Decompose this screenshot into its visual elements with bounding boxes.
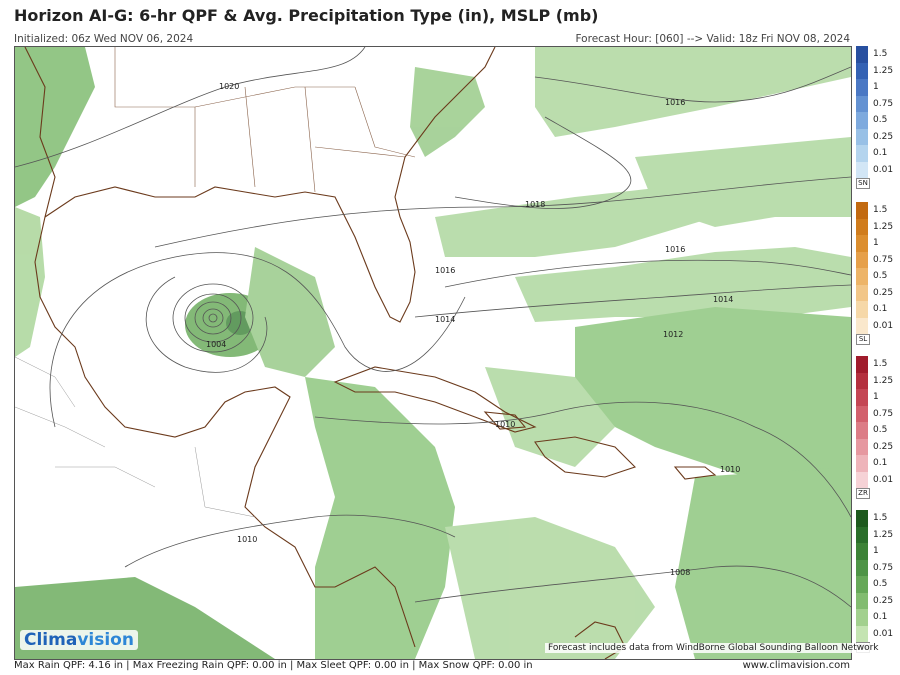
legend-swatch bbox=[856, 284, 868, 301]
borders bbox=[114, 47, 416, 193]
isobar-label: 1014 bbox=[713, 295, 733, 304]
legend-label: 0.75 bbox=[873, 408, 894, 419]
legend-label: 0.25 bbox=[873, 287, 894, 298]
legend-swatch bbox=[856, 526, 868, 543]
legend-label: 1.25 bbox=[873, 529, 894, 540]
legend-swatch bbox=[856, 471, 868, 488]
valid-time: Forecast Hour: [060] --> Valid: 18z Fri … bbox=[575, 33, 850, 45]
legend-swatch bbox=[856, 372, 868, 389]
legend-label: 0.25 bbox=[873, 595, 894, 606]
isobars bbox=[15, 47, 851, 608]
legend-swatch bbox=[856, 251, 868, 268]
legend-swatch bbox=[856, 389, 868, 406]
legend-label: 1.25 bbox=[873, 375, 894, 386]
legend-swatch bbox=[856, 145, 868, 162]
legend-label: 0.1 bbox=[873, 458, 888, 468]
legend-label: 1 bbox=[873, 82, 879, 92]
isobar-label: 1008 bbox=[670, 568, 690, 577]
legend-swatch bbox=[856, 202, 868, 219]
isobar-label: 1016 bbox=[435, 266, 455, 275]
legend-swatch bbox=[856, 609, 868, 626]
legend-swatch bbox=[856, 543, 868, 560]
legend-swatch bbox=[856, 218, 868, 235]
legend-label: 1 bbox=[873, 238, 879, 248]
legend-label: 0.01 bbox=[873, 320, 894, 331]
legend-code: SL bbox=[856, 334, 870, 345]
isobar-label: 1010 bbox=[495, 420, 515, 429]
legend-swatch bbox=[856, 405, 868, 422]
isobar-labels: 1020 1016 1018 1016 1016 1014 1014 1012 … bbox=[206, 82, 740, 577]
legend-swatch bbox=[856, 559, 868, 576]
legend-label: 0.5 bbox=[873, 115, 888, 125]
legend-swatch bbox=[856, 576, 868, 593]
windborne-note: Forecast includes data from WindBorne Gl… bbox=[545, 643, 882, 653]
isobar-label: 1010 bbox=[720, 465, 740, 474]
legend-label: 0.75 bbox=[873, 254, 894, 265]
isobar-label: 1016 bbox=[665, 245, 685, 254]
isobar-label: 1014 bbox=[435, 315, 455, 324]
isobar-label: 1020 bbox=[219, 82, 239, 91]
legend-label: 1.25 bbox=[873, 65, 894, 76]
legend-swatch bbox=[856, 317, 868, 334]
legend-swatch bbox=[856, 592, 868, 609]
precip-map: 1020 1016 1018 1016 1016 1014 1014 1012 … bbox=[14, 46, 852, 660]
legend-label: 1.25 bbox=[873, 221, 894, 232]
isobar-label: 1010 bbox=[237, 535, 257, 544]
precip-field bbox=[15, 47, 851, 659]
legend-swatch bbox=[856, 625, 868, 642]
legend-label: 1 bbox=[873, 546, 879, 556]
legend-swatch bbox=[856, 356, 868, 373]
legend-label: 1.5 bbox=[873, 513, 888, 523]
legend-label: 0.25 bbox=[873, 131, 894, 142]
legend-swatch bbox=[856, 46, 868, 63]
legend-swatch bbox=[856, 438, 868, 455]
legend-label: 0.1 bbox=[873, 148, 888, 158]
legend-label: 1.5 bbox=[873, 205, 888, 215]
isobar-label: 1016 bbox=[665, 98, 685, 107]
legend-label: 0.01 bbox=[873, 628, 894, 639]
legend-label: 0.25 bbox=[873, 441, 894, 452]
legend-swatch bbox=[856, 455, 868, 472]
legend-label: 1.5 bbox=[873, 49, 888, 59]
legend-code: SN bbox=[856, 178, 870, 189]
site-url: www.climavision.com bbox=[742, 660, 850, 671]
legend-swatch bbox=[856, 422, 868, 439]
legend-label: 1.5 bbox=[873, 359, 888, 369]
legend-swatch bbox=[856, 112, 868, 129]
legend-label: 0.01 bbox=[873, 164, 894, 175]
legend-swatch bbox=[856, 161, 868, 178]
legend-label: 0.5 bbox=[873, 271, 888, 281]
legend-swatch bbox=[856, 95, 868, 112]
climavision-logo: Climavision bbox=[20, 630, 138, 650]
legend-label: 0.01 bbox=[873, 474, 894, 485]
legend-swatch bbox=[856, 62, 868, 79]
legend-label: 0.1 bbox=[873, 304, 888, 314]
legend-swatch bbox=[856, 79, 868, 96]
legend-label: 0.5 bbox=[873, 579, 888, 589]
map-title: Horizon AI-G: 6-hr QPF & Avg. Precipitat… bbox=[14, 6, 599, 25]
legend-label: 0.75 bbox=[873, 562, 894, 573]
legend-swatch bbox=[856, 510, 868, 527]
legend-swatch bbox=[856, 128, 868, 145]
legend-code: ZR bbox=[856, 488, 870, 499]
legend-label: 0.75 bbox=[873, 98, 894, 109]
isobar-label: 1012 bbox=[663, 330, 683, 339]
isobar-label: 1018 bbox=[525, 200, 545, 209]
isobar-label: 1004 bbox=[206, 340, 226, 349]
map-canvas: 1020 1016 1018 1016 1016 1014 1014 1012 … bbox=[15, 47, 851, 659]
legend-label: 0.5 bbox=[873, 425, 888, 435]
max-qpf-summary: Max Rain QPF: 4.16 in | Max Freezing Rai… bbox=[14, 660, 533, 671]
init-time: Initialized: 06z Wed NOV 06, 2024 bbox=[14, 33, 194, 45]
legend-swatch bbox=[856, 301, 868, 318]
mexico-states bbox=[15, 356, 256, 518]
legend-swatch bbox=[856, 235, 868, 252]
legend-swatch bbox=[856, 268, 868, 285]
legend-label: 1 bbox=[873, 392, 879, 402]
legend-label: 0.1 bbox=[873, 612, 888, 622]
